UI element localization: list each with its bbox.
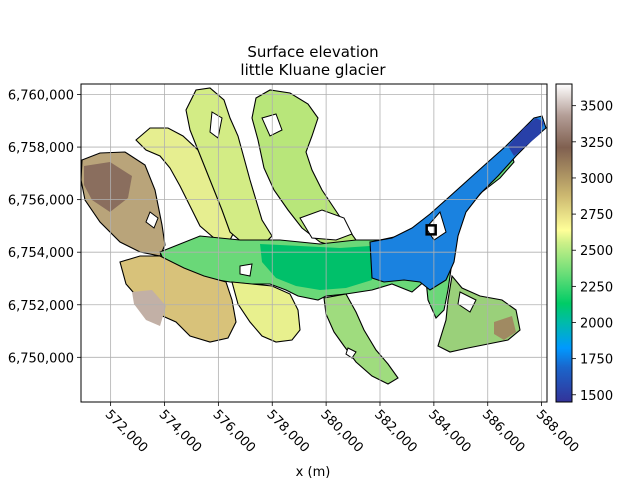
x-axis: 572,000 574,000 576,000 578,000 580,000 582,0… <box>102 402 582 456</box>
x-tick-label: 586,000 <box>479 407 528 456</box>
x-tick-label: 584,000 <box>425 407 474 456</box>
glacier-region-terminus <box>369 115 547 291</box>
y-tick-label: 6,758,000 <box>8 141 74 156</box>
glacier-region-south-east <box>437 274 521 353</box>
y-tick-label: 6,756,000 <box>8 194 74 209</box>
colorbar-tick-label: 3500 <box>580 100 613 115</box>
colorbar-tick-label: 1500 <box>580 389 613 404</box>
y-tick-label: 6,750,000 <box>8 351 74 366</box>
x-tick-label: 576,000 <box>210 407 259 456</box>
glacier-hole <box>239 263 253 277</box>
colorbar-tick-label: 2000 <box>580 317 613 332</box>
reference-marker <box>425 224 437 236</box>
colorbar <box>555 83 573 403</box>
glacier-region-south-east-high <box>494 316 516 340</box>
colorbar-tick-label: 3250 <box>580 136 613 151</box>
chart-title: Surface elevation <box>247 43 378 61</box>
colorbar-tick-label: 1750 <box>580 353 613 368</box>
colorbar-tick-label: 2750 <box>580 208 613 223</box>
y-tick-label: 6,760,000 <box>8 89 74 104</box>
grid <box>81 84 547 402</box>
y-tick-label: 6,752,000 <box>8 299 74 314</box>
glacier-region-terminus-low <box>508 118 544 156</box>
y-axis: 6,750,000 6,752,000 6,754,000 6,756,000 6,75… <box>8 89 81 366</box>
x-tick-label: 578,000 <box>263 407 312 456</box>
colorbar-tick-label: 3000 <box>580 172 613 187</box>
glacier-region-south-west-peak <box>132 290 166 326</box>
colorbar-axis: 1500 1750 2000 2250 2500 2750 3000 3250 3500 <box>572 100 613 404</box>
glacier-region-trunk-mid <box>260 244 372 290</box>
x-tick-label: 574,000 <box>156 407 205 456</box>
glacier-region-north-2 <box>185 87 273 247</box>
x-tick-label: 588,000 <box>533 407 582 456</box>
chart-subtitle: little Kluane glacier <box>240 61 386 79</box>
glacier-region-south-centre <box>323 293 399 385</box>
glacier-hole <box>145 211 159 229</box>
x-axis-label: x (m) <box>296 465 331 480</box>
x-tick-label: 580,000 <box>317 407 366 456</box>
glacier-region-south-mid <box>231 281 301 343</box>
glacier-hole <box>457 291 477 313</box>
x-tick-label: 572,000 <box>102 407 151 456</box>
colorbar-tick-label: 2250 <box>580 280 613 295</box>
glacier-elevation-map <box>81 87 547 385</box>
glacier-hole <box>345 347 357 359</box>
x-tick-label: 582,000 <box>371 407 420 456</box>
colorbar-tick-label: 2500 <box>580 244 613 259</box>
y-tick-label: 6,754,000 <box>8 246 74 261</box>
plot-frame <box>80 83 548 403</box>
